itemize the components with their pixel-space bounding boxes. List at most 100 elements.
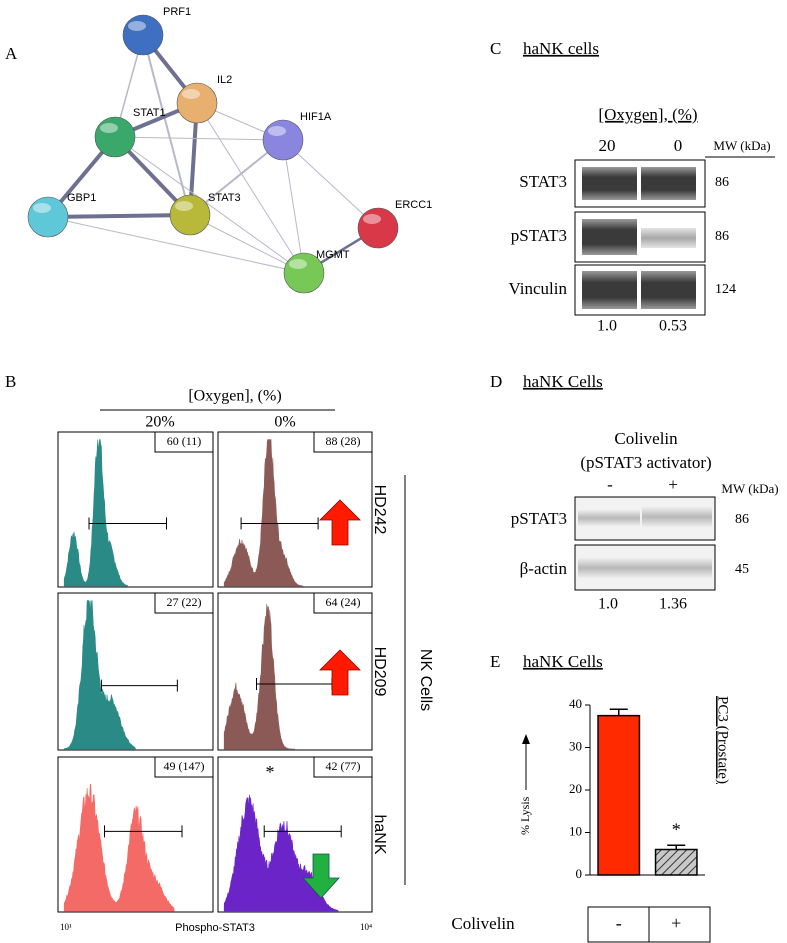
node-shine	[33, 203, 51, 213]
row-label: HD242	[371, 485, 388, 535]
mw-header: MW (kDa)	[713, 138, 770, 153]
panel-title: haNK cells	[523, 39, 599, 58]
chart-title: haNK Cells	[523, 652, 603, 671]
stat-box	[154, 431, 214, 453]
band	[582, 271, 637, 309]
node-shine	[175, 201, 193, 211]
header: [Oxygen], (%)	[188, 388, 281, 405]
x-tick-label: +	[671, 913, 681, 933]
node-shine	[363, 214, 381, 224]
panel-label: C	[490, 39, 501, 58]
histogram	[223, 438, 304, 587]
group-label: NK Cells	[417, 649, 434, 711]
panel-label: D	[490, 372, 502, 391]
mw: 86	[715, 175, 729, 190]
header: [Oxygen], (%)	[598, 105, 697, 124]
asterisk: *	[266, 762, 275, 782]
stat-box	[154, 756, 214, 778]
stat-box	[154, 592, 214, 614]
edge	[196, 102, 305, 274]
mw-header: MW (kDa)	[721, 481, 778, 496]
histogram	[63, 439, 129, 587]
y-arrow-head	[522, 734, 530, 744]
edge	[282, 139, 379, 229]
stat-box	[313, 592, 373, 614]
arrow-down	[302, 853, 340, 899]
band	[642, 507, 712, 527]
node-label: STAT1	[133, 107, 166, 119]
panel-label: B	[5, 372, 16, 391]
mw: 86	[735, 512, 749, 527]
panel-label: E	[490, 652, 500, 671]
stat-box	[313, 431, 373, 453]
edge	[282, 139, 305, 274]
arrow-up	[319, 649, 361, 696]
header: Colivelin	[614, 429, 678, 448]
bar	[597, 714, 641, 876]
category-cell	[648, 906, 711, 943]
node-shine	[100, 123, 118, 133]
panel-label: A	[5, 44, 18, 63]
row-label: β-actin	[520, 559, 568, 578]
stat: 27 (22)	[167, 595, 202, 609]
ratio: 1.36	[659, 596, 687, 613]
annotation: *	[672, 819, 681, 839]
y-tick-label: 20	[569, 781, 582, 796]
mw: 45	[735, 562, 749, 577]
row-label: pSTAT3	[511, 509, 567, 528]
node-label: MGMT	[316, 249, 350, 261]
lane-label: -	[607, 475, 613, 494]
band	[578, 510, 640, 526]
axis-max: 10⁴	[360, 922, 372, 932]
y-tick-label: 10	[569, 823, 582, 838]
panel-title: haNK Cells	[523, 372, 603, 391]
bar-chart: 0 10 20 30 40 - + *	[569, 696, 711, 943]
ratio: 1.0	[597, 318, 617, 335]
edge	[47, 216, 305, 274]
histogram	[63, 600, 136, 750]
subheader: (pSTAT3 activator)	[580, 453, 711, 472]
lane-label: 20	[599, 136, 616, 155]
row-label: haNK	[371, 814, 388, 854]
y-tick-label: 0	[576, 866, 583, 881]
mw: 86	[715, 229, 729, 244]
node	[169, 194, 211, 236]
node-label: STAT3	[208, 192, 241, 204]
mw: 124	[715, 282, 736, 297]
node-shine	[289, 259, 307, 269]
lane-label: +	[668, 475, 678, 494]
flow-panels: 60 (11) 88 (28) 27 (22) 64 (24) 49 (147) 42 (…	[57, 431, 388, 913]
node	[262, 119, 304, 161]
y-axis-title: % Lysis	[518, 796, 532, 835]
node	[283, 252, 325, 294]
row-label: pSTAT3	[511, 226, 567, 245]
ratio: 1.0	[598, 596, 618, 613]
axis-min: 10¹	[60, 922, 72, 932]
node-label: HIF1A	[300, 111, 332, 123]
node	[27, 196, 69, 238]
node-label: ERCC1	[395, 199, 432, 211]
blot	[574, 159, 706, 316]
lane-label: 0	[674, 136, 683, 155]
band	[641, 271, 696, 309]
node	[176, 82, 218, 124]
stat: 88 (28)	[326, 434, 361, 448]
band	[641, 228, 696, 248]
row-label: STAT3	[519, 172, 567, 191]
histogram	[223, 604, 295, 750]
row-label: HD209	[371, 647, 388, 697]
node-label: IL2	[217, 74, 232, 86]
node-shine	[128, 21, 146, 31]
band	[582, 167, 637, 200]
blot	[574, 496, 716, 591]
node-label: PRF1	[163, 6, 191, 18]
stat: 49 (147)	[164, 759, 205, 773]
node-shine	[182, 89, 200, 99]
stat-box	[313, 756, 373, 778]
column-label: 0%	[274, 414, 295, 431]
bar	[654, 848, 698, 876]
x-tick-label: -	[616, 913, 622, 933]
edge	[47, 213, 191, 219]
node	[357, 207, 399, 249]
